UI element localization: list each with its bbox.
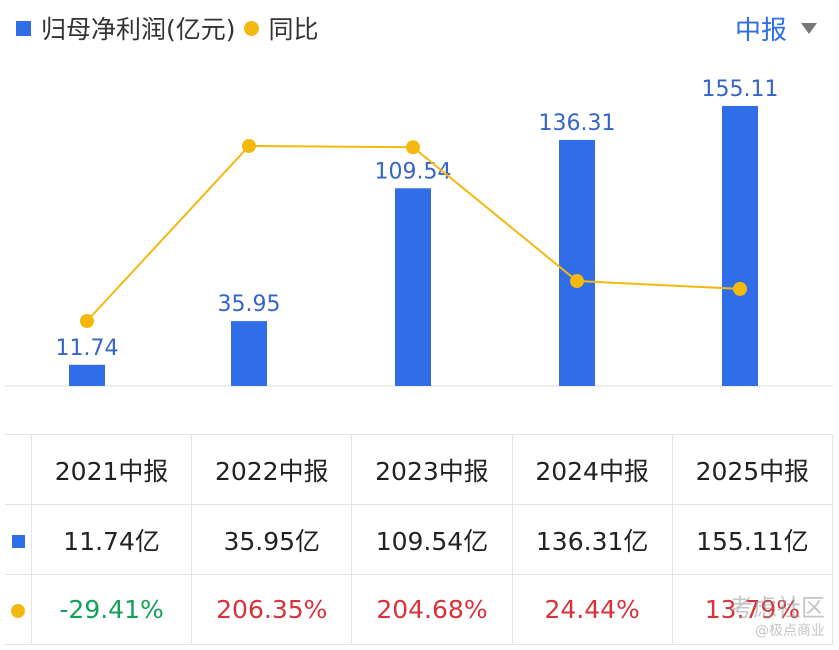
yoy-cell: -29.41% [30, 574, 193, 645]
profit-cell: 136.31亿 [511, 504, 673, 575]
table-header-marker-cell [5, 434, 32, 505]
yoy-point-2021中报 [80, 314, 94, 328]
yoy-point-2025中报 [733, 281, 747, 296]
bar-2025中报 [722, 106, 758, 386]
yoy-cell: 13.79% [671, 574, 834, 645]
chart-legend: 归母净利润(亿元) 同比 [16, 10, 319, 46]
watermark-line1: 考虑社区 [729, 594, 825, 623]
profit-cell: 155.11亿 [671, 504, 834, 575]
bar-2021中报 [69, 364, 105, 386]
yoy-row-marker [5, 574, 32, 645]
bar-series [69, 106, 758, 386]
period-selector-label: 中报 [734, 15, 787, 46]
watermark: 考虑社区 @极点商业 [729, 594, 825, 640]
yoy-cell: 24.44% [511, 574, 673, 645]
watermark-line2: @极点商业 [755, 623, 825, 640]
table-header-cell: 2021中报 [30, 434, 193, 505]
profit-cell: 11.74亿 [30, 504, 193, 575]
square-marker-icon [11, 534, 25, 548]
period-selector[interactable]: 中报 [735, 10, 817, 46]
table-row-profit: 11.74亿 35.95亿 109.54亿 136.31亿 155.11亿 [5, 504, 834, 575]
yoy-point-2024中报 [570, 274, 584, 289]
table-header-cell: 2023中报 [351, 434, 513, 505]
profit-row-marker [5, 504, 32, 575]
dot-marker-icon [11, 604, 25, 618]
profit-cell: 35.95亿 [191, 504, 353, 575]
table-header-cell: 2022中报 [191, 434, 353, 505]
yoy-line-series [80, 139, 747, 328]
bar-value-label: 136.31 [539, 111, 616, 136]
profit-cell: 109.54亿 [351, 504, 513, 575]
data-table: 2021中报 2022中报 2023中报 2024中报 2025中报 11.74… [5, 434, 834, 645]
bar-2024中报 [559, 139, 595, 386]
yoy-cell: 204.68% [351, 574, 513, 645]
legend-bar-swatch [16, 20, 31, 36]
legend-line-swatch [243, 20, 259, 36]
profit-chart: 11.74 35.95 109.54 136.31 155.11 [5, 77, 833, 387]
table-header-cell: 2025中报 [671, 434, 834, 505]
table-header-cell: 2024中报 [511, 434, 673, 505]
bar-value-label: 35.95 [218, 292, 281, 317]
table-row-yoy: -29.41% 206.35% 204.68% 24.44% 13.79% [5, 574, 834, 645]
table-header-row: 2021中报 2022中报 2023中报 2024中报 2025中报 [5, 434, 834, 505]
bar-value-label: 155.11 [702, 77, 779, 102]
caret-down-icon [801, 22, 817, 34]
legend-line-label: 同比 [268, 15, 319, 44]
bar-value-label: 11.74 [56, 336, 119, 361]
bar-2023中报 [395, 188, 431, 386]
yoy-cell: 206.35% [191, 574, 353, 645]
bar-value-labels: 11.74 35.95 109.54 136.31 155.11 [56, 77, 779, 361]
legend-bar-label: 归母净利润(亿元) [41, 15, 236, 44]
bar-value-label: 109.54 [375, 159, 452, 184]
yoy-point-2023中报 [406, 140, 420, 155]
bar-2022中报 [231, 321, 267, 386]
yoy-point-2022中报 [242, 139, 256, 153]
